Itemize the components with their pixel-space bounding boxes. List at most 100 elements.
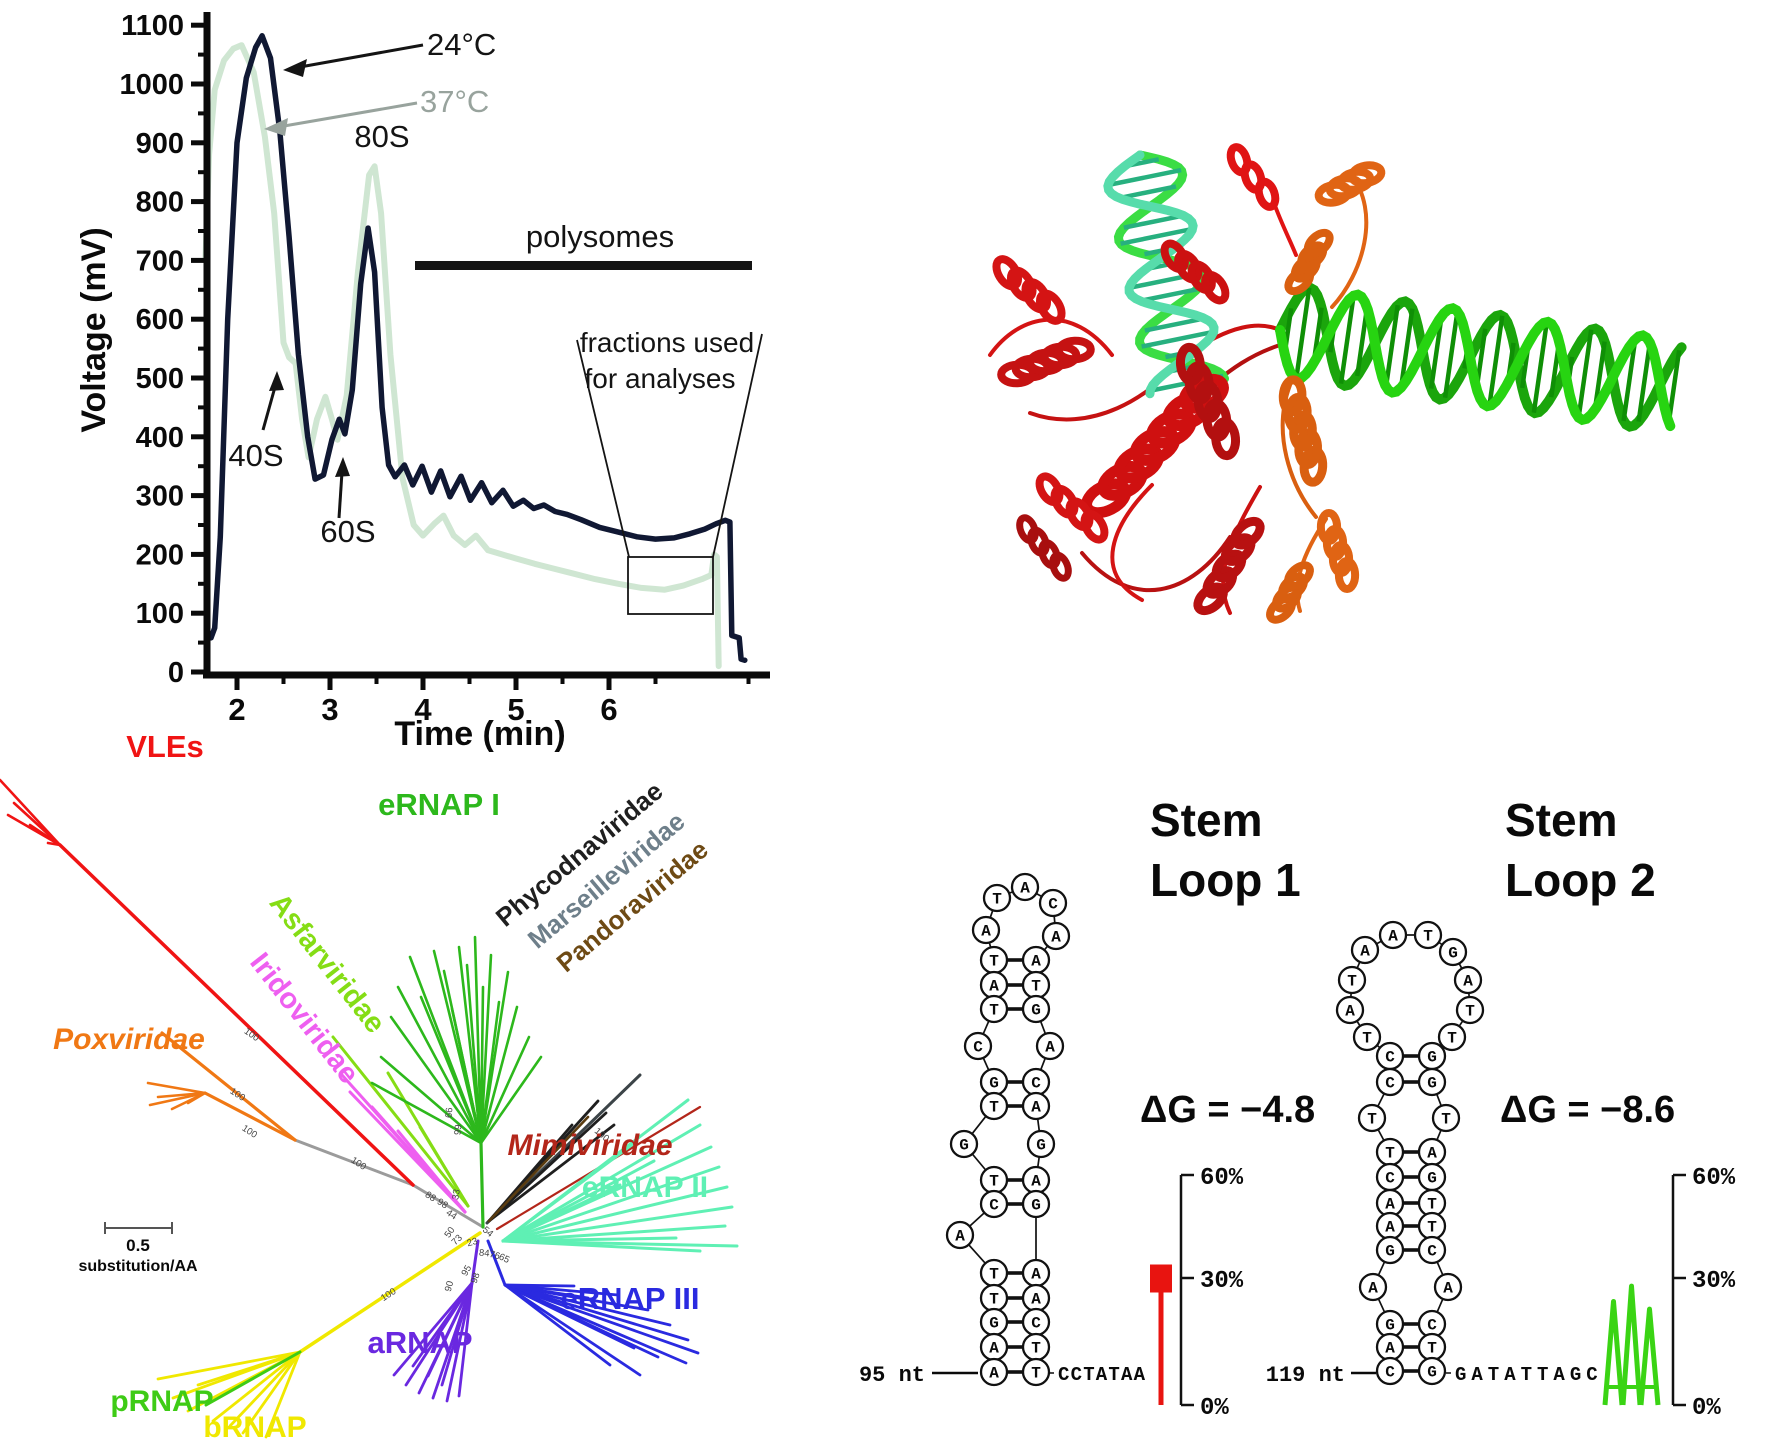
stem-loop-2-title-line2: Loop 2 [1505, 854, 1656, 906]
svg-text:2: 2 [228, 692, 245, 727]
tree-clade-arnap-stem [470, 1239, 480, 1285]
base-letter: A [989, 1365, 999, 1383]
percent-axis-label: 30% [1200, 1268, 1244, 1295]
base-letter: C [1031, 1315, 1041, 1333]
percent-axis-label: 0% [1200, 1395, 1229, 1422]
label-40s: 40S [228, 438, 283, 473]
svg-text:500: 500 [136, 363, 184, 395]
nucleotide-circle [1455, 995, 1485, 1025]
base-letter: A [1360, 943, 1370, 961]
base-letter: C [1385, 1049, 1395, 1067]
base-letter: T [989, 1099, 999, 1117]
label-fractions-line1: fractions used [580, 327, 754, 358]
bootstrap-value: 66 [444, 1107, 456, 1118]
nucleotide-circle [1035, 1031, 1065, 1061]
tree-clade-ernap1 [370, 935, 543, 1145]
percent-axis-label: 0% [1692, 1395, 1721, 1422]
base-letter: G [1031, 1197, 1041, 1215]
base-letter: A [989, 978, 999, 996]
nucleotide-circle [945, 1220, 975, 1250]
y-axis-title: Voltage (mV) [75, 227, 113, 432]
nucleotide-circle [1352, 1022, 1382, 1052]
base-letter: T [1031, 1340, 1041, 1358]
tree-clade-poxviridae-tips [146, 1081, 207, 1111]
base-letter: T [989, 953, 999, 971]
base-letter: T [1427, 1340, 1437, 1358]
base-letter: A [981, 923, 991, 941]
fractions-callout-right [712, 333, 763, 558]
svg-text:800: 800 [136, 187, 184, 219]
bootstrap-value: 98 [469, 1271, 483, 1285]
label-80s: 80S [354, 119, 409, 154]
svg-text:700: 700 [136, 245, 184, 277]
nucleotide-circle [1021, 994, 1051, 1024]
svg-text:600: 600 [136, 304, 184, 336]
nucleotide-circle [982, 883, 1012, 913]
svg-text:900: 900 [136, 128, 184, 160]
nucleotide-circle [1378, 920, 1408, 950]
base-letter: A [1051, 929, 1061, 947]
base-letter: G [1427, 1049, 1437, 1067]
stem-loop-1-title-line1: Stem [1150, 794, 1262, 846]
nucleotide-circle [1021, 1357, 1051, 1387]
bootstrap-value: 33 [450, 1188, 463, 1200]
base-letter: T [989, 1173, 999, 1191]
bootstrap-value: 99 [453, 1124, 465, 1135]
base-letter: T [1447, 1030, 1457, 1048]
axis-ticks: 0 100 200 300 400 500 600 700 800 900 1000 1100 2 3 4 5… [119, 10, 751, 727]
bootstrap-value: 100 [242, 1026, 261, 1044]
nucleotide-circle [1413, 920, 1443, 950]
stem-loop-1-dg: ΔG = −4.8 [1140, 1089, 1315, 1131]
base-letter: G [1427, 1075, 1437, 1093]
panel-protein-structure [988, 143, 1687, 624]
svg-text:400: 400 [136, 422, 184, 454]
base-letter: A [1385, 1219, 1395, 1237]
base-letter: T [992, 891, 1002, 909]
nucleotide-circle [1350, 935, 1380, 965]
svg-text:1000: 1000 [119, 69, 184, 101]
nucleotide-circle [963, 1031, 993, 1061]
tree-clade-brnap-main [298, 1231, 482, 1354]
polysomes-bar [415, 261, 752, 270]
tree-label-poxviridae: Poxviridae [53, 1023, 205, 1056]
tree-label-brnap: bRNAP [203, 1411, 306, 1444]
tree-clade-vles-tips [0, 778, 62, 847]
percent-axis-label: 30% [1692, 1268, 1736, 1295]
base-letter: T [1427, 1219, 1437, 1237]
tree-clade-poxviridae [160, 1031, 297, 1142]
logo-letter-A [1638, 1306, 1661, 1406]
base-letter: T [1031, 1365, 1041, 1383]
svg-text:0: 0 [168, 657, 184, 689]
stem-loop-1-title-line2: Loop 1 [1150, 854, 1301, 906]
tree-label-ernap2: eRNAP II [582, 1171, 708, 1204]
base-letter: A [1385, 1196, 1395, 1214]
frequency-bar-cap [1150, 1264, 1172, 1293]
base-letter: C [973, 1039, 983, 1057]
base-letter: A [1368, 1280, 1378, 1298]
base-letter: A [1031, 1266, 1041, 1284]
tree-branches [0, 778, 739, 1439]
base-letter: T [989, 1002, 999, 1020]
nucleotide-circle [971, 915, 1001, 945]
tree-label-ernap3: eRNAP III [561, 1281, 700, 1316]
scale-bar-value: 0.5 [126, 1236, 150, 1255]
svg-text:300: 300 [136, 481, 184, 513]
bootstrap-value: 84 [478, 1248, 489, 1260]
base-letter: A [1045, 1039, 1055, 1057]
panel-polysome-profile: 0 100 200 300 400 500 600 700 800 900 1000 1100 2 3 4 5… [75, 10, 770, 753]
stem-loop-2-title-line1: Stem [1505, 794, 1617, 846]
bootstrap-value: 95 [459, 1263, 474, 1278]
base-letter: A [1031, 1099, 1041, 1117]
nucleotide-circle [979, 1189, 1009, 1219]
tree-backbone [293, 1138, 485, 1229]
fractions-callout-left [576, 339, 630, 558]
label-24c: 24°C [427, 27, 496, 62]
bootstrap-value: 88 [423, 1189, 438, 1204]
nucleotide-circle [1335, 995, 1365, 1025]
x-axis-title: Time (min) [394, 715, 565, 753]
tree-label-arnap: aRNAP [367, 1325, 472, 1360]
svg-text:3: 3 [321, 692, 338, 727]
base-letter: G [1385, 1317, 1395, 1335]
